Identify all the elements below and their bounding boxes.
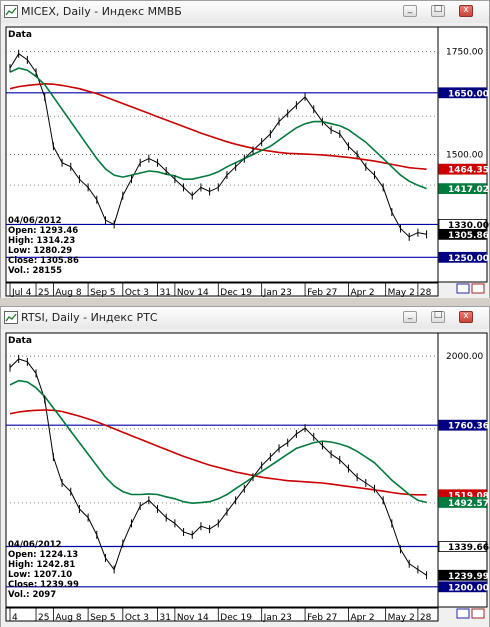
close-button[interactable]: x xyxy=(459,311,473,323)
rtsi-chart-window: RTSI, Daily - Индекс РТС _ □ x Data 2000.… xyxy=(0,306,490,627)
x-tick-label: Feb 27 xyxy=(307,288,337,298)
plot-area[interactable] xyxy=(5,332,439,608)
minimize-button[interactable]: _ xyxy=(403,4,417,17)
price-label: 1492.57 xyxy=(448,499,489,509)
fast-moving-average-line[interactable] xyxy=(9,379,427,505)
x-tick-label: Sep 5 xyxy=(90,613,116,623)
slow-moving-average-line[interactable] xyxy=(9,82,427,170)
zoom-in-button[interactable] xyxy=(456,608,470,619)
close-button[interactable]: x xyxy=(459,5,473,17)
maximize-button[interactable]: □ xyxy=(431,310,445,323)
info-line: Vol.: 28155 xyxy=(8,266,62,276)
time-axis[interactable] xyxy=(5,607,439,622)
x-tick-label: Dec 19 xyxy=(220,613,252,623)
price-label: 1519.08 xyxy=(448,491,489,501)
y-tick-label: 1500.00 xyxy=(446,151,483,161)
info-line: High: 1242.81 xyxy=(8,560,75,570)
price-label: 1464.35 xyxy=(448,166,489,176)
minimize-button[interactable]: _ xyxy=(403,310,417,323)
price-label: 1417.02 xyxy=(448,185,489,195)
info-line: 04/06/2012 xyxy=(8,216,62,226)
x-tick-label: Aug 8 xyxy=(55,613,81,623)
rtsi-title-bar[interactable]: RTSI, Daily - Индекс РТС _ □ x xyxy=(1,307,489,330)
x-tick-label: 4 xyxy=(12,613,18,623)
x-tick-label: Sep 5 xyxy=(90,288,116,298)
zoom-in-button[interactable] xyxy=(456,283,470,294)
price-label-box xyxy=(438,87,487,99)
y-tick-label: 2000.00 xyxy=(446,352,483,362)
chart-window-icon xyxy=(4,5,18,18)
price-label: 1250.00 xyxy=(448,254,489,264)
data-corner-label: Data xyxy=(8,336,32,346)
x-tick-label: Jan 23 xyxy=(263,613,292,623)
price-label-box xyxy=(438,183,487,195)
price-label-box xyxy=(438,581,487,593)
x-tick-label: Nov 14 xyxy=(177,288,209,298)
maximize-button[interactable]: □ xyxy=(431,4,445,17)
x-tick-label: 25 xyxy=(38,613,49,623)
x-tick-label: 28 xyxy=(420,613,432,623)
x-tick-label: 25 xyxy=(38,288,49,298)
info-line: Open: 1293.46 xyxy=(8,226,78,236)
fast-moving-average-line[interactable] xyxy=(9,67,427,190)
price-label-box xyxy=(438,163,487,175)
x-tick-label: Nov 14 xyxy=(177,613,209,623)
micex-window-title: MICEX, Daily - Индекс ММВБ xyxy=(21,5,182,18)
zoom-out-button[interactable] xyxy=(471,283,485,294)
x-tick-label: May 2 xyxy=(388,288,415,298)
price-label: 1239.99 xyxy=(448,572,489,582)
info-line: Low: 1207.10 xyxy=(8,570,72,580)
x-tick-label: 31 xyxy=(160,613,171,623)
info-line: 04/06/2012 xyxy=(8,540,62,550)
price-axis[interactable] xyxy=(437,332,488,608)
x-tick-label: Apr 2 xyxy=(350,613,374,623)
micex-chart-window: MICEX, Daily - Индекс ММВБ _ □ x Data 175… xyxy=(0,0,490,298)
info-line: Open: 1224.13 xyxy=(8,550,78,560)
rtsi-window-title: RTSI, Daily - Индекс РТС xyxy=(21,311,158,324)
time-axis[interactable] xyxy=(5,282,439,297)
x-tick-label: Jan 23 xyxy=(263,288,292,298)
price-label: 1650.00 xyxy=(448,89,489,99)
x-tick-label: Apr 2 xyxy=(350,288,374,298)
x-tick-label: 31 xyxy=(160,288,171,298)
price-label-box xyxy=(438,228,487,240)
info-line: Close: 1239.99 xyxy=(8,580,79,590)
micex-chart: Data 1750.00 1500.00 1650.00 1464.35 1417.02 1… xyxy=(1,23,489,298)
x-tick-label: Oct 3 xyxy=(125,288,149,298)
info-line: Low: 1280.29 xyxy=(8,246,72,256)
x-tick-label: Dec 19 xyxy=(220,288,252,298)
x-tick-label: Aug 8 xyxy=(55,288,81,298)
info-line: Close: 1305.86 xyxy=(8,256,79,266)
info-line: High: 1314.23 xyxy=(8,236,75,246)
x-tick-label: Jul 4 xyxy=(11,288,32,298)
price-label: 1330.00 xyxy=(448,221,489,231)
info-line: Vol.: 2097 xyxy=(8,590,56,600)
price-label: 1305.86 xyxy=(448,231,489,241)
price-label-box xyxy=(438,569,487,581)
price-label-box xyxy=(438,419,487,431)
slow-moving-average-line[interactable] xyxy=(9,409,427,496)
price-label: 1339.66 xyxy=(448,543,489,553)
price-label: 1760.36 xyxy=(448,422,489,432)
micex-title-bar[interactable]: MICEX, Daily - Индекс ММВБ _ □ x xyxy=(1,1,489,24)
price-label-box xyxy=(438,251,487,263)
x-tick-label: May 2 xyxy=(388,613,415,623)
zoom-out-button[interactable] xyxy=(471,608,485,619)
price-label: 1200.00 xyxy=(448,583,489,593)
price-label-box xyxy=(438,541,487,552)
x-tick-label: Feb 27 xyxy=(307,613,337,623)
chart-window-icon xyxy=(4,311,18,324)
data-corner-label: Data xyxy=(8,30,32,40)
y-tick-label: 1750.00 xyxy=(446,48,483,58)
x-tick-label: Oct 3 xyxy=(125,613,149,623)
price-label-box xyxy=(438,497,487,508)
x-tick-label: 28 xyxy=(420,288,432,298)
